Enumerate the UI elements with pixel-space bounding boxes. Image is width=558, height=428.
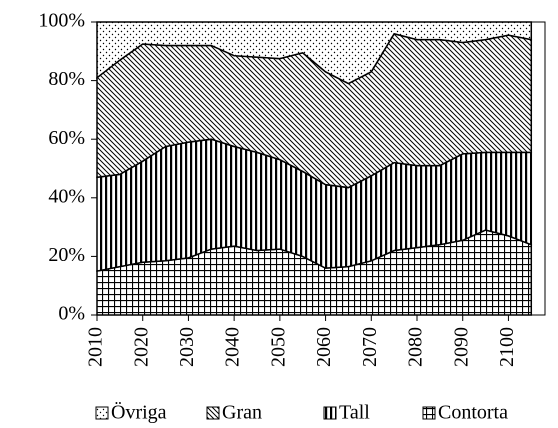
y-tick-label: 0%: [58, 303, 85, 325]
legend-label: Contorta: [438, 402, 508, 424]
x-tick-label: 2070: [359, 327, 381, 367]
x-tick-label: 2040: [222, 327, 244, 367]
legend-label: Tall: [339, 402, 370, 424]
x-tick-label: 2010: [85, 327, 107, 367]
legend-swatch: [95, 406, 109, 420]
y-tick-label: 80%: [48, 68, 85, 90]
legend-swatch: [323, 406, 337, 420]
legend-label: Gran: [222, 402, 262, 424]
legend-swatch: [422, 406, 436, 420]
x-tick-label: 2080: [405, 327, 427, 367]
x-tick-label: 2020: [130, 327, 152, 367]
y-tick-label: 40%: [48, 185, 85, 207]
x-tick-label: 2090: [450, 327, 472, 367]
x-tick-label: 2050: [267, 327, 289, 367]
plot-frame: [96, 21, 546, 316]
x-tick-label: 2100: [496, 327, 518, 367]
y-tick-label: 60%: [48, 127, 85, 149]
legend-label: Övriga: [111, 401, 167, 424]
y-tick-label: 20%: [48, 244, 85, 266]
x-tick-label: 2060: [313, 327, 335, 367]
legend-swatch: [206, 406, 220, 420]
x-tick-label: 2030: [176, 327, 198, 367]
y-tick-label: 100%: [38, 10, 85, 32]
